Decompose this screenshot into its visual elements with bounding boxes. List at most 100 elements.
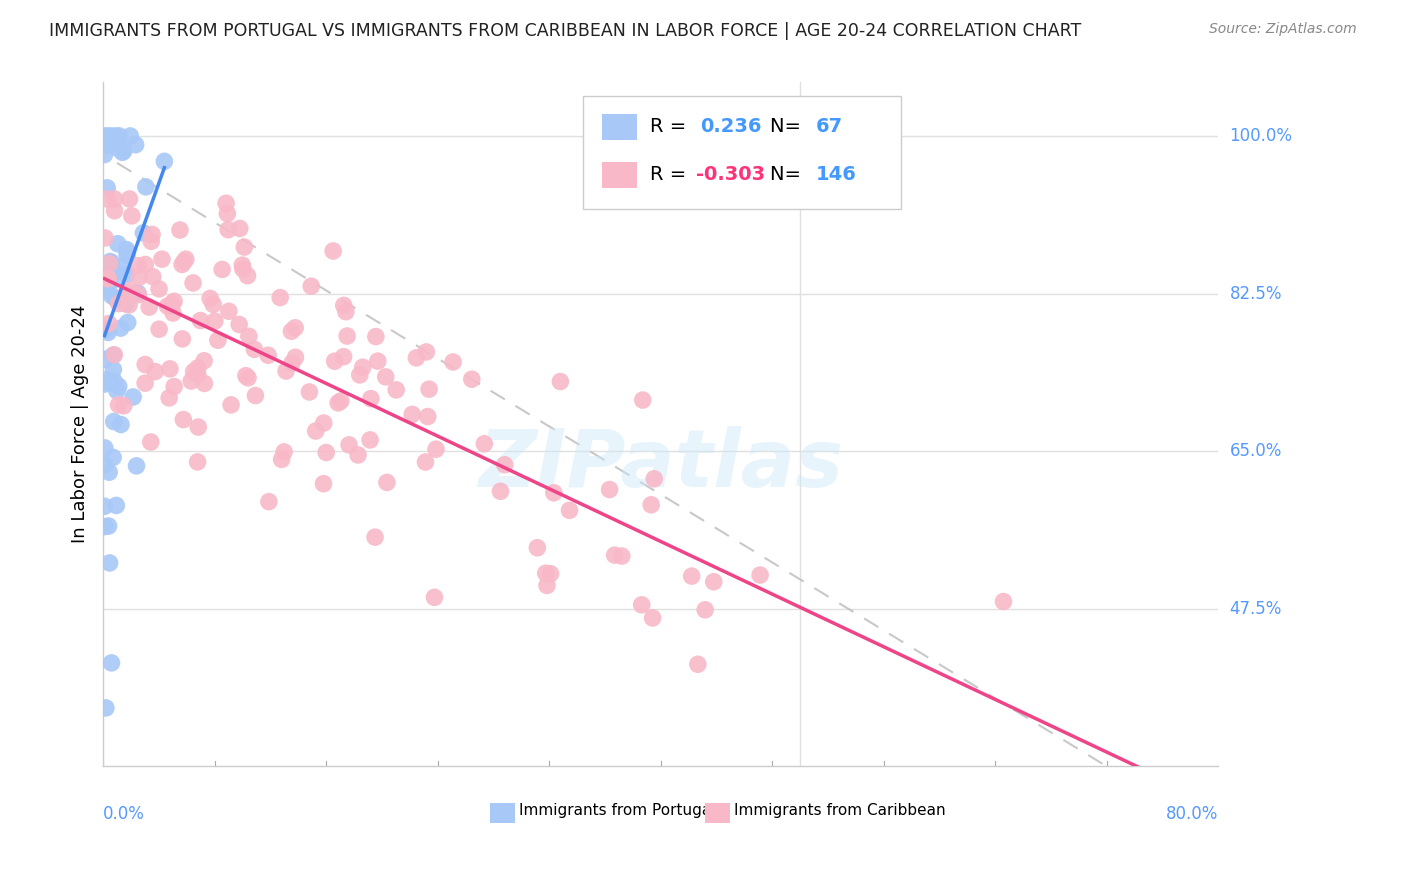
Point — [107, 379, 129, 393]
Point — [96, 373, 118, 387]
Point — [270, 452, 292, 467]
Point — [141, 227, 163, 242]
Point — [100, 255, 122, 269]
Point — [143, 365, 166, 379]
Point — [204, 314, 226, 328]
Point — [124, 137, 146, 152]
Point — [423, 591, 446, 605]
Text: 47.5%: 47.5% — [1230, 599, 1282, 618]
Point — [385, 383, 408, 397]
Point — [183, 365, 205, 379]
Point — [112, 144, 135, 158]
Point — [359, 433, 381, 447]
Point — [139, 435, 162, 450]
Point — [232, 262, 254, 277]
Point — [367, 354, 389, 368]
Point — [132, 226, 155, 240]
Point — [610, 549, 633, 563]
Point — [134, 376, 156, 391]
Point — [110, 417, 132, 432]
Point — [238, 329, 260, 343]
Point — [134, 258, 156, 272]
Point — [217, 223, 239, 237]
Point — [472, 437, 495, 451]
Point — [461, 372, 484, 386]
Point — [115, 267, 138, 281]
Point — [172, 332, 194, 346]
Point — [207, 333, 229, 347]
Point — [103, 192, 125, 206]
Text: 80.0%: 80.0% — [1166, 805, 1219, 823]
Point — [332, 350, 354, 364]
Point — [534, 566, 557, 581]
Point — [169, 223, 191, 237]
Point — [543, 485, 565, 500]
Point — [100, 128, 122, 143]
Point — [686, 657, 709, 672]
Point — [349, 368, 371, 382]
Point — [641, 611, 664, 625]
Point — [425, 442, 447, 457]
Point — [280, 324, 302, 338]
Point — [526, 541, 548, 555]
Point — [153, 154, 176, 169]
Point — [97, 271, 120, 285]
Point — [98, 465, 121, 479]
Point — [274, 364, 297, 378]
Point — [187, 360, 209, 375]
Point — [97, 326, 120, 340]
Point — [236, 268, 259, 283]
Point — [163, 379, 186, 393]
Point — [193, 353, 215, 368]
Point — [125, 458, 148, 473]
Point — [127, 286, 149, 301]
Point — [695, 603, 717, 617]
Point — [749, 568, 772, 582]
Point — [187, 455, 209, 469]
Point — [322, 244, 344, 258]
Point — [104, 292, 127, 306]
Point — [162, 306, 184, 320]
Point — [110, 321, 132, 335]
Point — [337, 438, 360, 452]
Point — [494, 458, 516, 472]
Point — [100, 289, 122, 303]
Point — [101, 348, 124, 362]
Point — [118, 298, 141, 312]
Point — [103, 348, 125, 362]
Point — [96, 136, 118, 151]
Point — [117, 245, 139, 260]
Point — [269, 291, 291, 305]
Point — [603, 548, 626, 562]
Point — [94, 138, 117, 153]
Point — [93, 147, 115, 161]
Point — [187, 368, 209, 382]
Point — [142, 269, 165, 284]
Point — [101, 132, 124, 146]
Point — [360, 392, 382, 406]
Bar — [602, 114, 637, 140]
Point — [329, 393, 352, 408]
Point — [111, 145, 134, 160]
Point — [93, 500, 115, 514]
Point — [127, 287, 149, 301]
Point — [148, 282, 170, 296]
Point — [98, 254, 121, 268]
Point — [235, 368, 257, 383]
Point — [401, 408, 423, 422]
Point — [257, 494, 280, 508]
Point — [202, 297, 225, 311]
Point — [281, 356, 304, 370]
Point — [105, 384, 128, 398]
Point — [416, 409, 439, 424]
Text: -0.303: -0.303 — [696, 165, 766, 184]
Point — [94, 261, 117, 276]
Text: ZIPatlas: ZIPatlas — [478, 426, 844, 504]
Point — [96, 192, 118, 206]
Point — [335, 304, 357, 318]
Point — [105, 499, 128, 513]
Point — [315, 445, 337, 459]
Point — [105, 141, 128, 155]
Point — [233, 240, 256, 254]
Point — [96, 181, 118, 195]
